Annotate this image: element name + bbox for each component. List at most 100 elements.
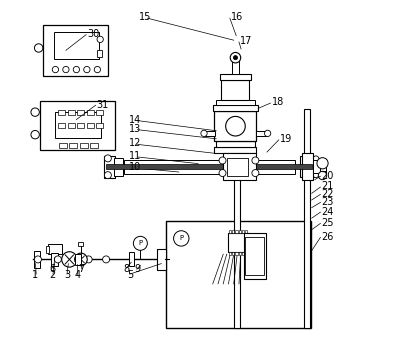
- Bar: [220, 74, 251, 80]
- Bar: [54, 32, 99, 59]
- Circle shape: [34, 256, 42, 263]
- Circle shape: [264, 130, 271, 137]
- Bar: [77, 110, 84, 115]
- Bar: [213, 105, 258, 111]
- Bar: [55, 112, 101, 138]
- Text: 24: 24: [322, 206, 334, 217]
- Circle shape: [103, 256, 110, 263]
- Bar: [245, 237, 264, 275]
- Bar: [245, 252, 247, 255]
- Bar: [304, 109, 310, 327]
- Bar: [216, 100, 255, 105]
- Circle shape: [230, 52, 241, 63]
- Bar: [86, 124, 93, 128]
- Text: 15: 15: [139, 12, 152, 22]
- Bar: [98, 50, 102, 57]
- Circle shape: [97, 36, 103, 42]
- Bar: [235, 230, 237, 233]
- Bar: [34, 251, 40, 268]
- Text: 8: 8: [124, 264, 130, 274]
- Bar: [215, 147, 257, 153]
- Text: 26: 26: [322, 232, 334, 242]
- Bar: [86, 110, 93, 115]
- Bar: [51, 253, 58, 266]
- Circle shape: [31, 108, 39, 116]
- Text: 17: 17: [240, 36, 253, 46]
- Text: 2: 2: [49, 270, 56, 280]
- Bar: [91, 143, 98, 148]
- Circle shape: [252, 170, 259, 177]
- Bar: [59, 143, 67, 148]
- Text: 9: 9: [134, 264, 140, 274]
- Bar: [68, 124, 75, 128]
- Bar: [242, 230, 244, 233]
- Text: 18: 18: [272, 97, 284, 107]
- Circle shape: [173, 231, 189, 246]
- Circle shape: [318, 171, 327, 180]
- Bar: [222, 80, 249, 100]
- Bar: [216, 141, 255, 147]
- Bar: [229, 230, 231, 233]
- Bar: [300, 156, 314, 177]
- Bar: [239, 252, 241, 255]
- Bar: [96, 124, 103, 128]
- Bar: [80, 143, 88, 148]
- Text: 21: 21: [322, 181, 334, 191]
- Circle shape: [317, 158, 328, 169]
- Circle shape: [233, 55, 237, 60]
- Text: P: P: [138, 240, 142, 246]
- Bar: [58, 124, 65, 128]
- Bar: [157, 249, 166, 270]
- Bar: [96, 110, 103, 115]
- Bar: [302, 153, 313, 180]
- Bar: [205, 131, 215, 136]
- Bar: [114, 158, 122, 176]
- Text: 6: 6: [49, 264, 55, 274]
- Text: 25: 25: [322, 218, 334, 228]
- Circle shape: [94, 66, 100, 73]
- Text: 10: 10: [129, 162, 141, 172]
- Text: 14: 14: [129, 114, 141, 125]
- Bar: [242, 252, 244, 255]
- Bar: [124, 160, 295, 174]
- Bar: [313, 160, 320, 173]
- Circle shape: [219, 170, 226, 177]
- Bar: [104, 155, 115, 178]
- Bar: [229, 252, 231, 255]
- Text: 23: 23: [322, 197, 334, 207]
- Text: 4: 4: [75, 270, 81, 280]
- Circle shape: [201, 130, 207, 137]
- Bar: [227, 158, 248, 176]
- Circle shape: [133, 236, 147, 250]
- Circle shape: [54, 256, 61, 263]
- Bar: [58, 110, 65, 115]
- Bar: [77, 124, 84, 128]
- Bar: [43, 25, 108, 76]
- Circle shape: [252, 157, 259, 164]
- Bar: [257, 131, 267, 136]
- Bar: [68, 110, 75, 115]
- Circle shape: [104, 155, 111, 162]
- Text: 20: 20: [322, 171, 334, 180]
- Bar: [75, 254, 81, 265]
- Bar: [232, 252, 235, 255]
- Bar: [244, 233, 266, 279]
- Text: 1: 1: [32, 270, 38, 280]
- Circle shape: [226, 117, 245, 136]
- Bar: [235, 78, 240, 327]
- Circle shape: [313, 171, 319, 178]
- Circle shape: [31, 131, 39, 139]
- Circle shape: [73, 66, 80, 73]
- Text: 13: 13: [129, 124, 141, 134]
- Text: 16: 16: [231, 12, 244, 22]
- Text: 5: 5: [127, 270, 133, 280]
- Bar: [228, 233, 249, 252]
- Bar: [232, 230, 235, 233]
- Circle shape: [104, 172, 111, 179]
- Bar: [223, 153, 257, 180]
- Bar: [321, 159, 326, 174]
- Circle shape: [63, 66, 69, 73]
- Circle shape: [313, 156, 319, 162]
- Bar: [106, 164, 313, 169]
- Bar: [215, 111, 257, 141]
